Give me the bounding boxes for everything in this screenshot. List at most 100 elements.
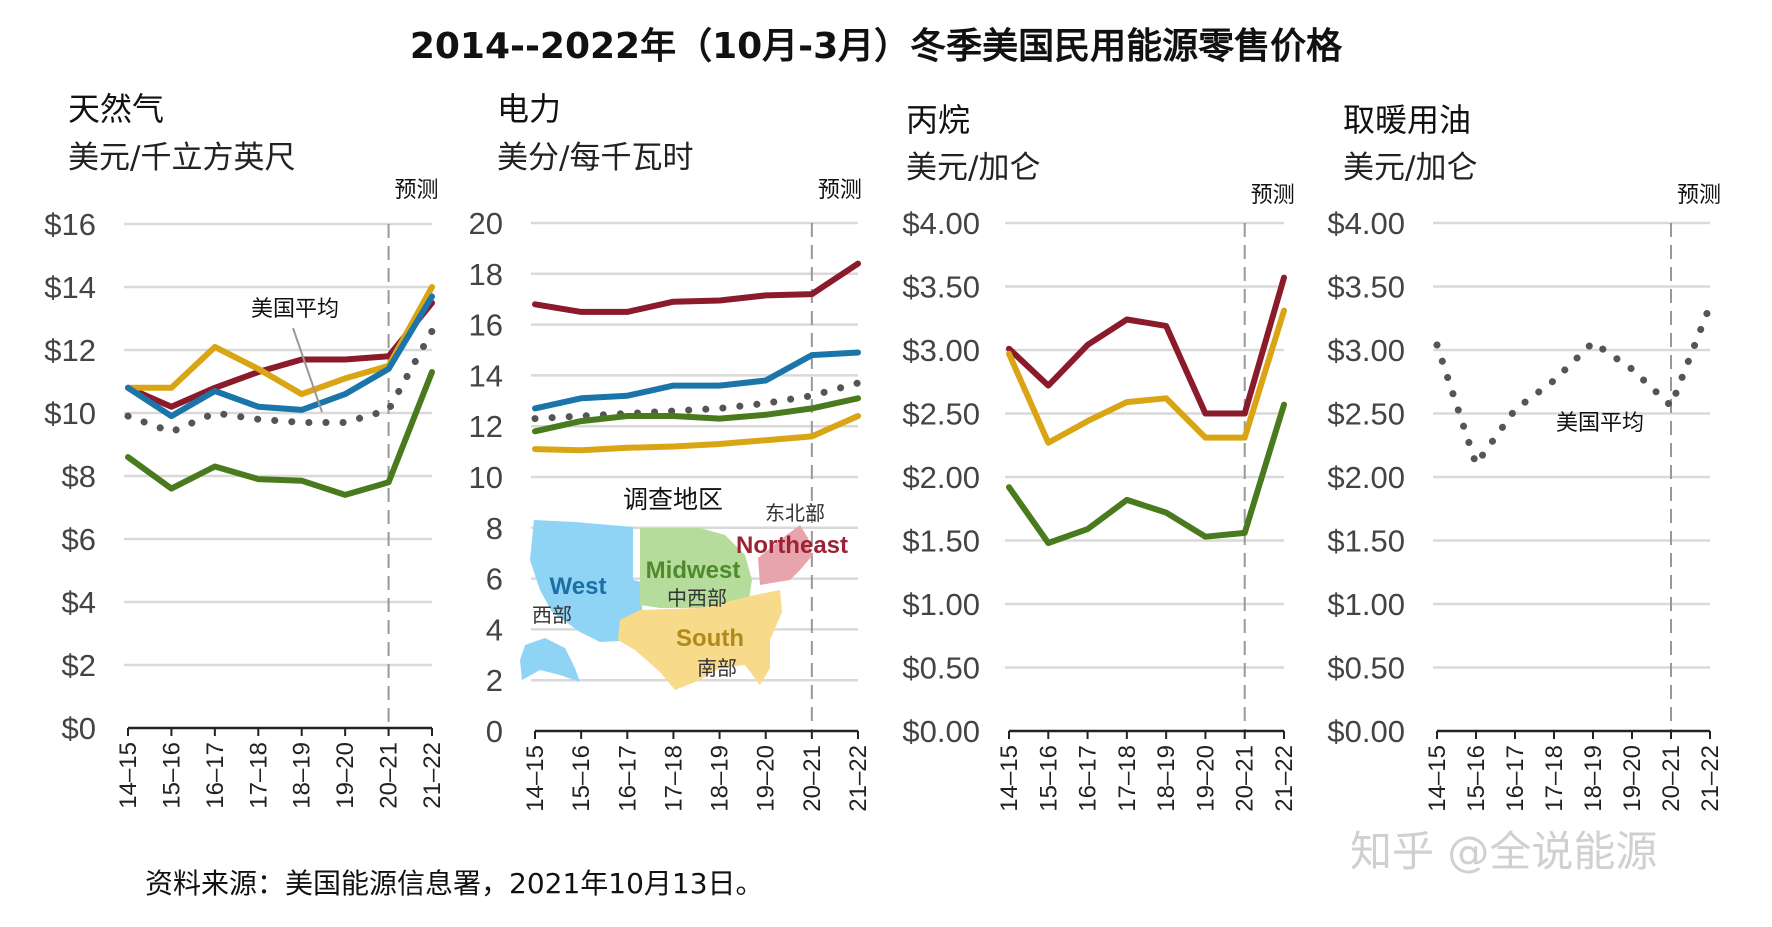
survey-regions-map: 调查地区 东北部 Northeast Midwest 中西部 West 西部 S… bbox=[520, 485, 848, 690]
x-tick-label: 14–15 bbox=[115, 742, 142, 809]
y-axis-unit: 美分/每千瓦时 bbox=[497, 140, 693, 176]
y-tick-label: $0 bbox=[62, 711, 96, 746]
y-tick-label: 8 bbox=[486, 511, 503, 546]
x-tick-label: 15–16 bbox=[568, 745, 595, 812]
y-tick-label: 6 bbox=[486, 562, 503, 597]
y-tick-label: $8 bbox=[62, 459, 96, 494]
series-line-west bbox=[532, 349, 861, 412]
y-tick-label: $16 bbox=[44, 207, 96, 242]
series-line-us-average bbox=[1433, 302, 1714, 468]
forecast-label: 预测 bbox=[1677, 183, 1721, 208]
x-tick-label: 19–20 bbox=[1619, 745, 1646, 812]
forecast-label: 预测 bbox=[395, 178, 439, 203]
x-tick-label: 15–16 bbox=[1463, 745, 1490, 812]
x-tick-label: 17–18 bbox=[1114, 745, 1141, 812]
y-tick-label: $4.00 bbox=[1327, 206, 1405, 241]
x-tick-label: 20–21 bbox=[1658, 745, 1685, 812]
series-line-south bbox=[125, 284, 435, 398]
chart-title: 丙烷 bbox=[906, 101, 970, 139]
series-line-northeast bbox=[532, 260, 861, 315]
chart-title: 取暖用油 bbox=[1343, 101, 1471, 139]
y-axis-unit: 美元/加仑 bbox=[906, 150, 1040, 186]
x-tick-label: 18–19 bbox=[707, 745, 734, 812]
y-tick-label: $0.00 bbox=[1327, 714, 1405, 749]
annotation-leader-line bbox=[292, 327, 323, 413]
y-tick-label: $3.50 bbox=[1327, 270, 1405, 305]
y-tick-label: 20 bbox=[469, 206, 503, 241]
x-tick-label: 19–20 bbox=[753, 745, 780, 812]
x-tick-label: 20–21 bbox=[1232, 745, 1259, 812]
map-label-midwest-zh: 中西部 bbox=[667, 586, 727, 610]
series-line-us-average bbox=[124, 327, 436, 436]
x-tick-label: 21–22 bbox=[1271, 745, 1298, 812]
y-tick-label: $1.50 bbox=[1327, 524, 1405, 559]
map-region-northeast bbox=[758, 525, 812, 585]
x-tick-label: 16–17 bbox=[614, 745, 641, 812]
forecast-label: 预测 bbox=[818, 178, 862, 203]
y-tick-label: $3.00 bbox=[1327, 333, 1405, 368]
chart-title: 电力 bbox=[497, 90, 561, 128]
series-line-midwest bbox=[125, 369, 435, 498]
y-tick-label: $0.50 bbox=[902, 651, 980, 686]
forecast-label: 预测 bbox=[1251, 183, 1295, 208]
y-tick-label: $2.00 bbox=[902, 460, 980, 495]
x-tick-label: 17–18 bbox=[660, 745, 687, 812]
y-tick-label: 10 bbox=[469, 460, 503, 495]
y-tick-label: $2.00 bbox=[1327, 460, 1405, 495]
y-tick-label: 2 bbox=[486, 663, 503, 698]
y-tick-label: $12 bbox=[44, 333, 96, 368]
y-tick-label: $14 bbox=[44, 270, 96, 305]
y-tick-label: 14 bbox=[469, 358, 503, 393]
y-tick-label: $3.50 bbox=[902, 270, 980, 305]
figure-title: 2014--2022年（10月-3月）冬季美国民用能源零售价格 bbox=[410, 26, 1343, 67]
y-tick-label: 12 bbox=[469, 409, 503, 444]
x-tick-label: 16–17 bbox=[1075, 745, 1102, 812]
y-tick-label: $4 bbox=[62, 585, 96, 620]
y-tick-label: $1.50 bbox=[902, 524, 980, 559]
map-label-midwest: Midwest bbox=[646, 557, 741, 584]
series-line-west bbox=[125, 293, 435, 420]
y-tick-label: $0.00 bbox=[902, 714, 980, 749]
x-tick-label: 18–19 bbox=[1153, 745, 1180, 812]
y-tick-label: $3.00 bbox=[902, 333, 980, 368]
series-line-northeast bbox=[125, 299, 435, 410]
map-label-northeast-zh: 东北部 bbox=[765, 501, 825, 525]
x-tick-label: 15–16 bbox=[1035, 745, 1062, 812]
y-tick-label: 18 bbox=[469, 257, 503, 292]
x-tick-label: 21–22 bbox=[1697, 745, 1724, 812]
map-region-midwest bbox=[640, 528, 752, 608]
us-average-annotation: 美国平均 bbox=[1556, 411, 1644, 436]
x-tick-label: 14–15 bbox=[1424, 745, 1451, 812]
map-region-west bbox=[530, 520, 642, 642]
us-average-annotation: 美国平均 bbox=[251, 297, 339, 322]
y-tick-label: $0.50 bbox=[1327, 651, 1405, 686]
map-label-west-zh: 西部 bbox=[532, 603, 572, 627]
map-title: 调查地区 bbox=[623, 485, 723, 514]
x-tick-label: 17–18 bbox=[245, 742, 272, 809]
y-tick-label: $1.00 bbox=[902, 587, 980, 622]
x-tick-label: 15–16 bbox=[158, 742, 185, 809]
x-tick-label: 20–21 bbox=[376, 742, 403, 809]
x-tick-label: 19–20 bbox=[1192, 745, 1219, 812]
x-tick-label: 21–22 bbox=[419, 742, 446, 809]
y-tick-label: 16 bbox=[469, 308, 503, 343]
series-line-us-average bbox=[531, 379, 862, 423]
map-region-alaska bbox=[520, 638, 580, 682]
x-tick-label: 21–22 bbox=[845, 745, 872, 812]
series-line-midwest bbox=[1006, 401, 1287, 546]
y-tick-label: $1.00 bbox=[1327, 587, 1405, 622]
series-line-south bbox=[532, 413, 861, 454]
x-tick-label: 16–17 bbox=[202, 742, 229, 809]
x-tick-label: 18–19 bbox=[1580, 745, 1607, 812]
y-axis-unit: 美元/千立方英尺 bbox=[68, 140, 295, 176]
y-tick-label: 0 bbox=[486, 714, 503, 749]
x-tick-label: 14–15 bbox=[522, 745, 549, 812]
series-line-northeast bbox=[1006, 274, 1287, 417]
x-tick-label: 14–15 bbox=[996, 745, 1023, 812]
x-tick-label: 16–17 bbox=[1502, 745, 1529, 812]
y-tick-label: $10 bbox=[44, 396, 96, 431]
map-label-northeast: Northeast bbox=[736, 532, 848, 559]
